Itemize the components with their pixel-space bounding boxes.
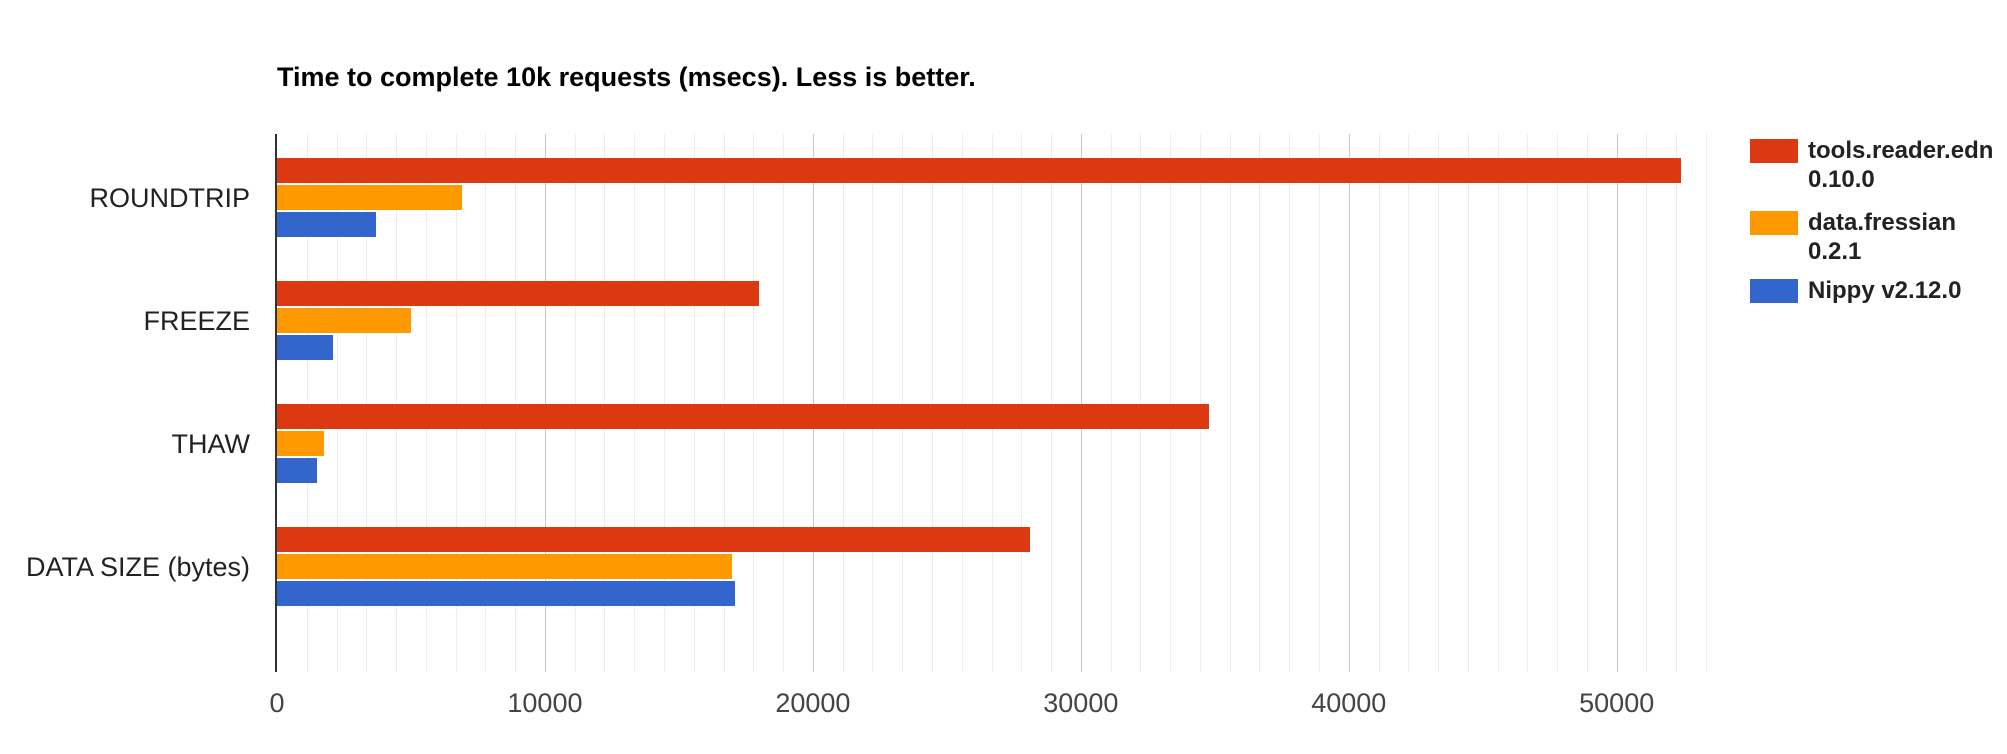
x-tick-label: 0 — [269, 688, 285, 718]
minor-gridline — [1408, 134, 1410, 672]
bar[interactable] — [277, 185, 462, 210]
bar[interactable] — [277, 554, 733, 579]
legend-label-line: 0.2.1 — [1808, 238, 1862, 265]
plot-area — [275, 134, 1707, 672]
legend-label: tools.reader.edn 0.10.0 — [1808, 136, 1993, 194]
minor-gridline — [634, 134, 636, 672]
bar[interactable] — [277, 581, 736, 606]
minor-gridline — [1289, 134, 1291, 672]
minor-gridline — [783, 134, 785, 672]
minor-gridline — [1378, 134, 1380, 672]
minor-gridline — [1586, 134, 1588, 672]
major-gridline — [812, 134, 814, 672]
legend-swatch-icon — [1750, 139, 1798, 163]
minor-gridline — [485, 134, 487, 672]
bar[interactable] — [277, 431, 324, 456]
major-gridline — [1616, 134, 1618, 672]
bar[interactable] — [277, 335, 334, 360]
category-label: THAW — [171, 428, 250, 459]
minor-gridline — [574, 134, 576, 672]
legend-label: Nippy v2.12.0 — [1808, 276, 1961, 305]
legend-item: tools.reader.edn 0.10.0 — [1750, 136, 1993, 194]
major-gridline — [544, 134, 546, 672]
minor-gridline — [872, 134, 874, 672]
minor-gridline — [425, 134, 427, 672]
legend-label-line: tools.reader.edn — [1808, 137, 1994, 164]
legend-item: Nippy v2.12.0 — [1750, 276, 1961, 305]
minor-gridline — [396, 134, 398, 672]
bar[interactable] — [277, 281, 760, 306]
category-label: DATA SIZE (bytes) — [25, 551, 250, 582]
y-axis-line — [275, 134, 277, 672]
minor-gridline — [306, 134, 308, 672]
minor-gridline — [1646, 134, 1648, 672]
minor-gridline — [842, 134, 844, 672]
minor-gridline — [693, 134, 695, 672]
minor-gridline — [1110, 134, 1112, 672]
minor-gridline — [961, 134, 963, 672]
minor-gridline — [931, 134, 933, 672]
legend-swatch-icon — [1750, 279, 1798, 303]
minor-gridline — [1467, 134, 1469, 672]
category-label: ROUNDTRIP — [89, 182, 251, 213]
bar[interactable] — [277, 212, 377, 237]
minor-gridline — [604, 134, 606, 672]
minor-gridline — [991, 134, 993, 672]
minor-gridline — [455, 134, 457, 672]
x-tick-label: 50000 — [1579, 688, 1655, 718]
minor-gridline — [1438, 134, 1440, 672]
legend-label-line: data.fressian — [1808, 209, 1957, 236]
minor-gridline — [723, 134, 725, 672]
x-tick-label: 30000 — [1043, 688, 1119, 718]
minor-gridline — [1229, 134, 1231, 672]
minor-gridline — [1199, 134, 1201, 672]
minor-gridline — [664, 134, 666, 672]
bar[interactable] — [277, 404, 1210, 429]
chart-title: Time to complete 10k requests (msecs). L… — [277, 62, 976, 92]
minor-gridline — [1051, 134, 1053, 672]
legend-swatch-icon — [1750, 211, 1798, 235]
minor-gridline — [366, 134, 368, 672]
minor-gridline — [902, 134, 904, 672]
x-tick-label: 40000 — [1311, 688, 1387, 718]
x-tick-label: 20000 — [775, 688, 851, 718]
major-gridline — [1080, 134, 1082, 672]
minor-gridline — [1706, 134, 1707, 672]
legend-item: data.fressian 0.2.1 — [1750, 208, 1956, 266]
bar[interactable] — [277, 158, 1681, 183]
minor-gridline — [1318, 134, 1320, 672]
legend-label-line: Nippy v2.12.0 — [1808, 277, 1962, 304]
minor-gridline — [1676, 134, 1678, 672]
major-gridline — [1348, 134, 1350, 672]
legend-label-line: 0.10.0 — [1808, 166, 1875, 193]
minor-gridline — [753, 134, 755, 672]
minor-gridline — [1557, 134, 1559, 672]
minor-gridline — [336, 134, 338, 672]
category-label: FREEZE — [143, 305, 250, 336]
minor-gridline — [1170, 134, 1172, 672]
minor-gridline — [1140, 134, 1142, 672]
legend-label: data.fressian 0.2.1 — [1808, 208, 1956, 266]
bar[interactable] — [277, 308, 411, 333]
bar[interactable] — [277, 458, 318, 483]
minor-gridline — [1259, 134, 1261, 672]
minor-gridline — [1021, 134, 1023, 672]
bar[interactable] — [277, 527, 1030, 552]
minor-gridline — [1527, 134, 1529, 672]
minor-gridline — [1497, 134, 1499, 672]
x-tick-label: 10000 — [507, 688, 583, 718]
minor-gridline — [515, 134, 517, 672]
